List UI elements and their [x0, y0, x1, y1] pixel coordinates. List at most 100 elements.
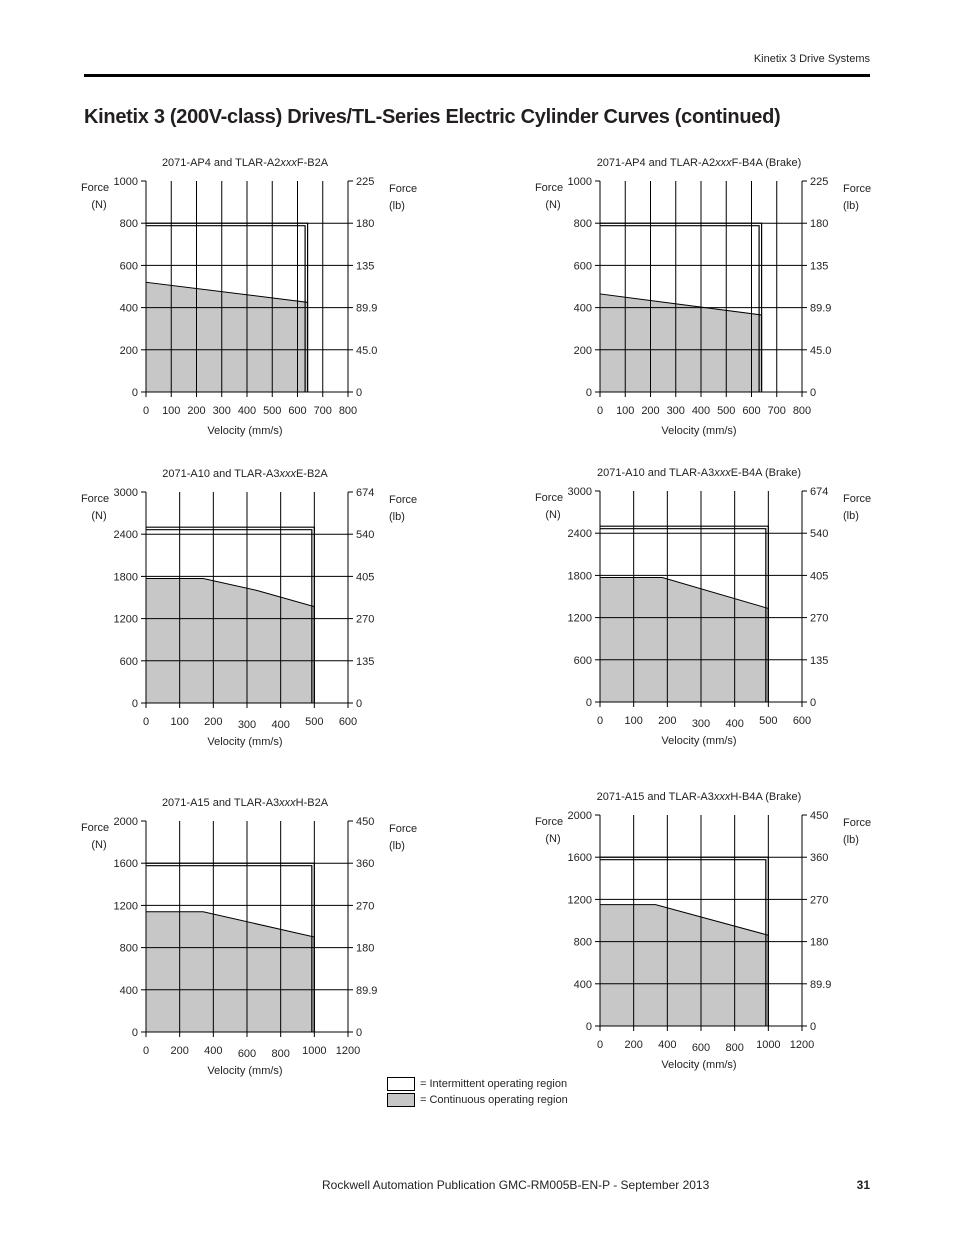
x-axis-label: Velocity (mm/s)	[207, 736, 282, 748]
legend-label-intermittent: = Intermittent operating region	[420, 1078, 568, 1090]
x-tick-label: 0	[597, 1039, 603, 1051]
intermittent-boundary	[146, 222, 309, 392]
x-tick-label: 400	[204, 1045, 222, 1057]
y-tick-label-right: 0	[356, 1027, 362, 1039]
x-tick-label: 0	[597, 405, 603, 417]
x-tick-label: 400	[658, 1039, 676, 1051]
chart-svg: 2071-AP4 and TLAR-A2xxxF-B4A (Brake) 0 200…	[535, 157, 871, 437]
y-tick-label-left: 1000	[568, 176, 592, 188]
x-tick-label: 1000	[302, 1045, 326, 1057]
x-tick-label: 0	[143, 716, 149, 728]
running-header: Kinetix 3 Drive Systems	[753, 53, 870, 65]
y-tick-label-right: 45.0	[810, 345, 831, 357]
x-tick-label: 300	[213, 405, 231, 417]
y-axis-label-left: Force	[535, 492, 563, 504]
x-tick-label: 200	[658, 715, 676, 727]
intermittent-boundary-inner	[146, 865, 313, 1032]
y-axis-unit-left: (N)	[91, 199, 106, 211]
y-tick-label-left: 800	[574, 218, 592, 230]
continuous-region	[599, 577, 769, 703]
x-axis-label: Velocity (mm/s)	[207, 425, 282, 437]
y-tick-label-left: 1200	[568, 613, 592, 625]
x-tick-label: 800	[271, 1048, 289, 1060]
y-axis-unit-left: (N)	[91, 510, 106, 522]
x-tick-label: 300	[238, 719, 256, 731]
footer-publication: Rockwell Automation Publication GMC-RM00…	[322, 1178, 710, 1192]
x-tick-label: 600	[339, 716, 357, 728]
chart-title: 2071-A10 and TLAR-A3xxxE-B4A (Brake)	[597, 467, 801, 479]
x-tick-label: 400	[692, 405, 710, 417]
continuous-region	[145, 281, 309, 393]
y-tick-label-right: 674	[810, 486, 828, 498]
intermittent-boundary	[600, 856, 769, 1026]
x-tick-label: 700	[768, 405, 786, 417]
intermittent-boundary-inner	[600, 225, 760, 392]
y-tick-label-left: 800	[120, 218, 138, 230]
y-tick-label-right: 135	[810, 260, 828, 272]
y-axis-unit-right: (lb)	[389, 840, 405, 852]
y-axis-label-left: Force	[81, 182, 109, 194]
y-tick-label-right: 0	[810, 1021, 816, 1033]
continuous-region	[599, 293, 763, 393]
x-axis-label: Velocity (mm/s)	[661, 425, 736, 437]
y-axis-label-right: Force	[389, 494, 417, 506]
x-tick-label: 0	[143, 405, 149, 417]
x-axis-label: Velocity (mm/s)	[207, 1065, 282, 1077]
y-tick-label-right: 0	[810, 697, 816, 709]
y-axis-unit-left: (N)	[545, 199, 560, 211]
y-tick-label-left: 1200	[114, 900, 138, 912]
x-tick-label: 200	[170, 1045, 188, 1057]
y-tick-label-right: 89.9	[356, 303, 377, 315]
intermittent-boundary-inner	[146, 529, 313, 703]
chart-a15-b2a: 2071-A15 and TLAR-A3xxxH-B2A 0 400 800 1200 1…	[81, 790, 417, 1090]
x-tick-label: 400	[725, 718, 743, 730]
legend: = Intermittent operating region = Contin…	[387, 1076, 568, 1108]
y-axis-label-left: Force	[535, 816, 563, 828]
y-tick-label-left: 1000	[114, 176, 138, 188]
x-tick-label: 0	[143, 1045, 149, 1057]
y-tick-label-left: 400	[120, 303, 138, 315]
y-tick-label-right: 270	[356, 614, 374, 626]
y-tick-label-right: 270	[810, 894, 828, 906]
y-tick-label-left: 1800	[114, 571, 138, 583]
x-tick-label: 400	[238, 405, 256, 417]
chart-ap4-b4a-brake: 2071-AP4 and TLAR-A2xxxF-B4A (Brake) 0 200…	[535, 150, 871, 450]
y-tick-label-left: 2400	[568, 528, 592, 540]
x-tick-label: 100	[170, 716, 188, 728]
y-axis-label-right: Force	[843, 493, 871, 505]
chart-a15-b4a-brake: 2071-A15 and TLAR-A3xxxH-B4A (Brake) 0 400…	[535, 784, 871, 1084]
x-tick-label: 1200	[336, 1045, 360, 1057]
y-tick-label-right: 405	[356, 571, 374, 583]
intermittent-boundary-inner	[600, 528, 767, 702]
y-tick-label-right: 360	[356, 858, 374, 870]
y-axis-unit-left: (N)	[545, 509, 560, 521]
chart-ap4-b2a: 2071-AP4 and TLAR-A2xxxF-B2A 0 200 400 600 80…	[81, 150, 417, 450]
legend-item-intermittent: = Intermittent operating region	[387, 1076, 568, 1092]
chart-svg: 2071-A15 and TLAR-A3xxxH-B4A (Brake) 0 400…	[535, 791, 871, 1071]
y-tick-label-right: 270	[356, 900, 374, 912]
y-tick-label-left: 3000	[114, 487, 138, 499]
y-tick-label-right: 540	[356, 529, 374, 541]
y-axis-label-right: Force	[389, 823, 417, 835]
y-tick-label-left: 2000	[568, 810, 592, 822]
y-tick-label-left: 200	[574, 345, 592, 357]
y-tick-label-right: 225	[356, 176, 374, 188]
legend-swatch-intermittent	[387, 1077, 415, 1091]
chart-a10-b2a: 2071-A10 and TLAR-A3xxxE-B2A 0 600 1200 1800…	[81, 461, 417, 761]
y-tick-label-left: 0	[132, 387, 138, 399]
x-tick-label: 500	[717, 405, 735, 417]
chart-title: 2071-AP4 and TLAR-A2xxxF-B4A (Brake)	[597, 157, 802, 169]
x-tick-label: 800	[793, 405, 811, 417]
legend-label-continuous: = Continuous operating region	[420, 1094, 568, 1106]
x-tick-label: 200	[641, 405, 659, 417]
y-tick-label-right: 89.9	[810, 979, 831, 991]
x-tick-label: 400	[271, 719, 289, 731]
y-tick-label-left: 1600	[568, 852, 592, 864]
intermittent-boundary	[600, 525, 769, 702]
x-tick-label: 200	[187, 405, 205, 417]
x-tick-label: 200	[624, 1039, 642, 1051]
intermittent-boundary-inner	[600, 859, 767, 1026]
y-tick-label-right: 89.9	[810, 303, 831, 315]
x-tick-label: 100	[162, 405, 180, 417]
y-axis-unit-right: (lb)	[389, 511, 405, 523]
